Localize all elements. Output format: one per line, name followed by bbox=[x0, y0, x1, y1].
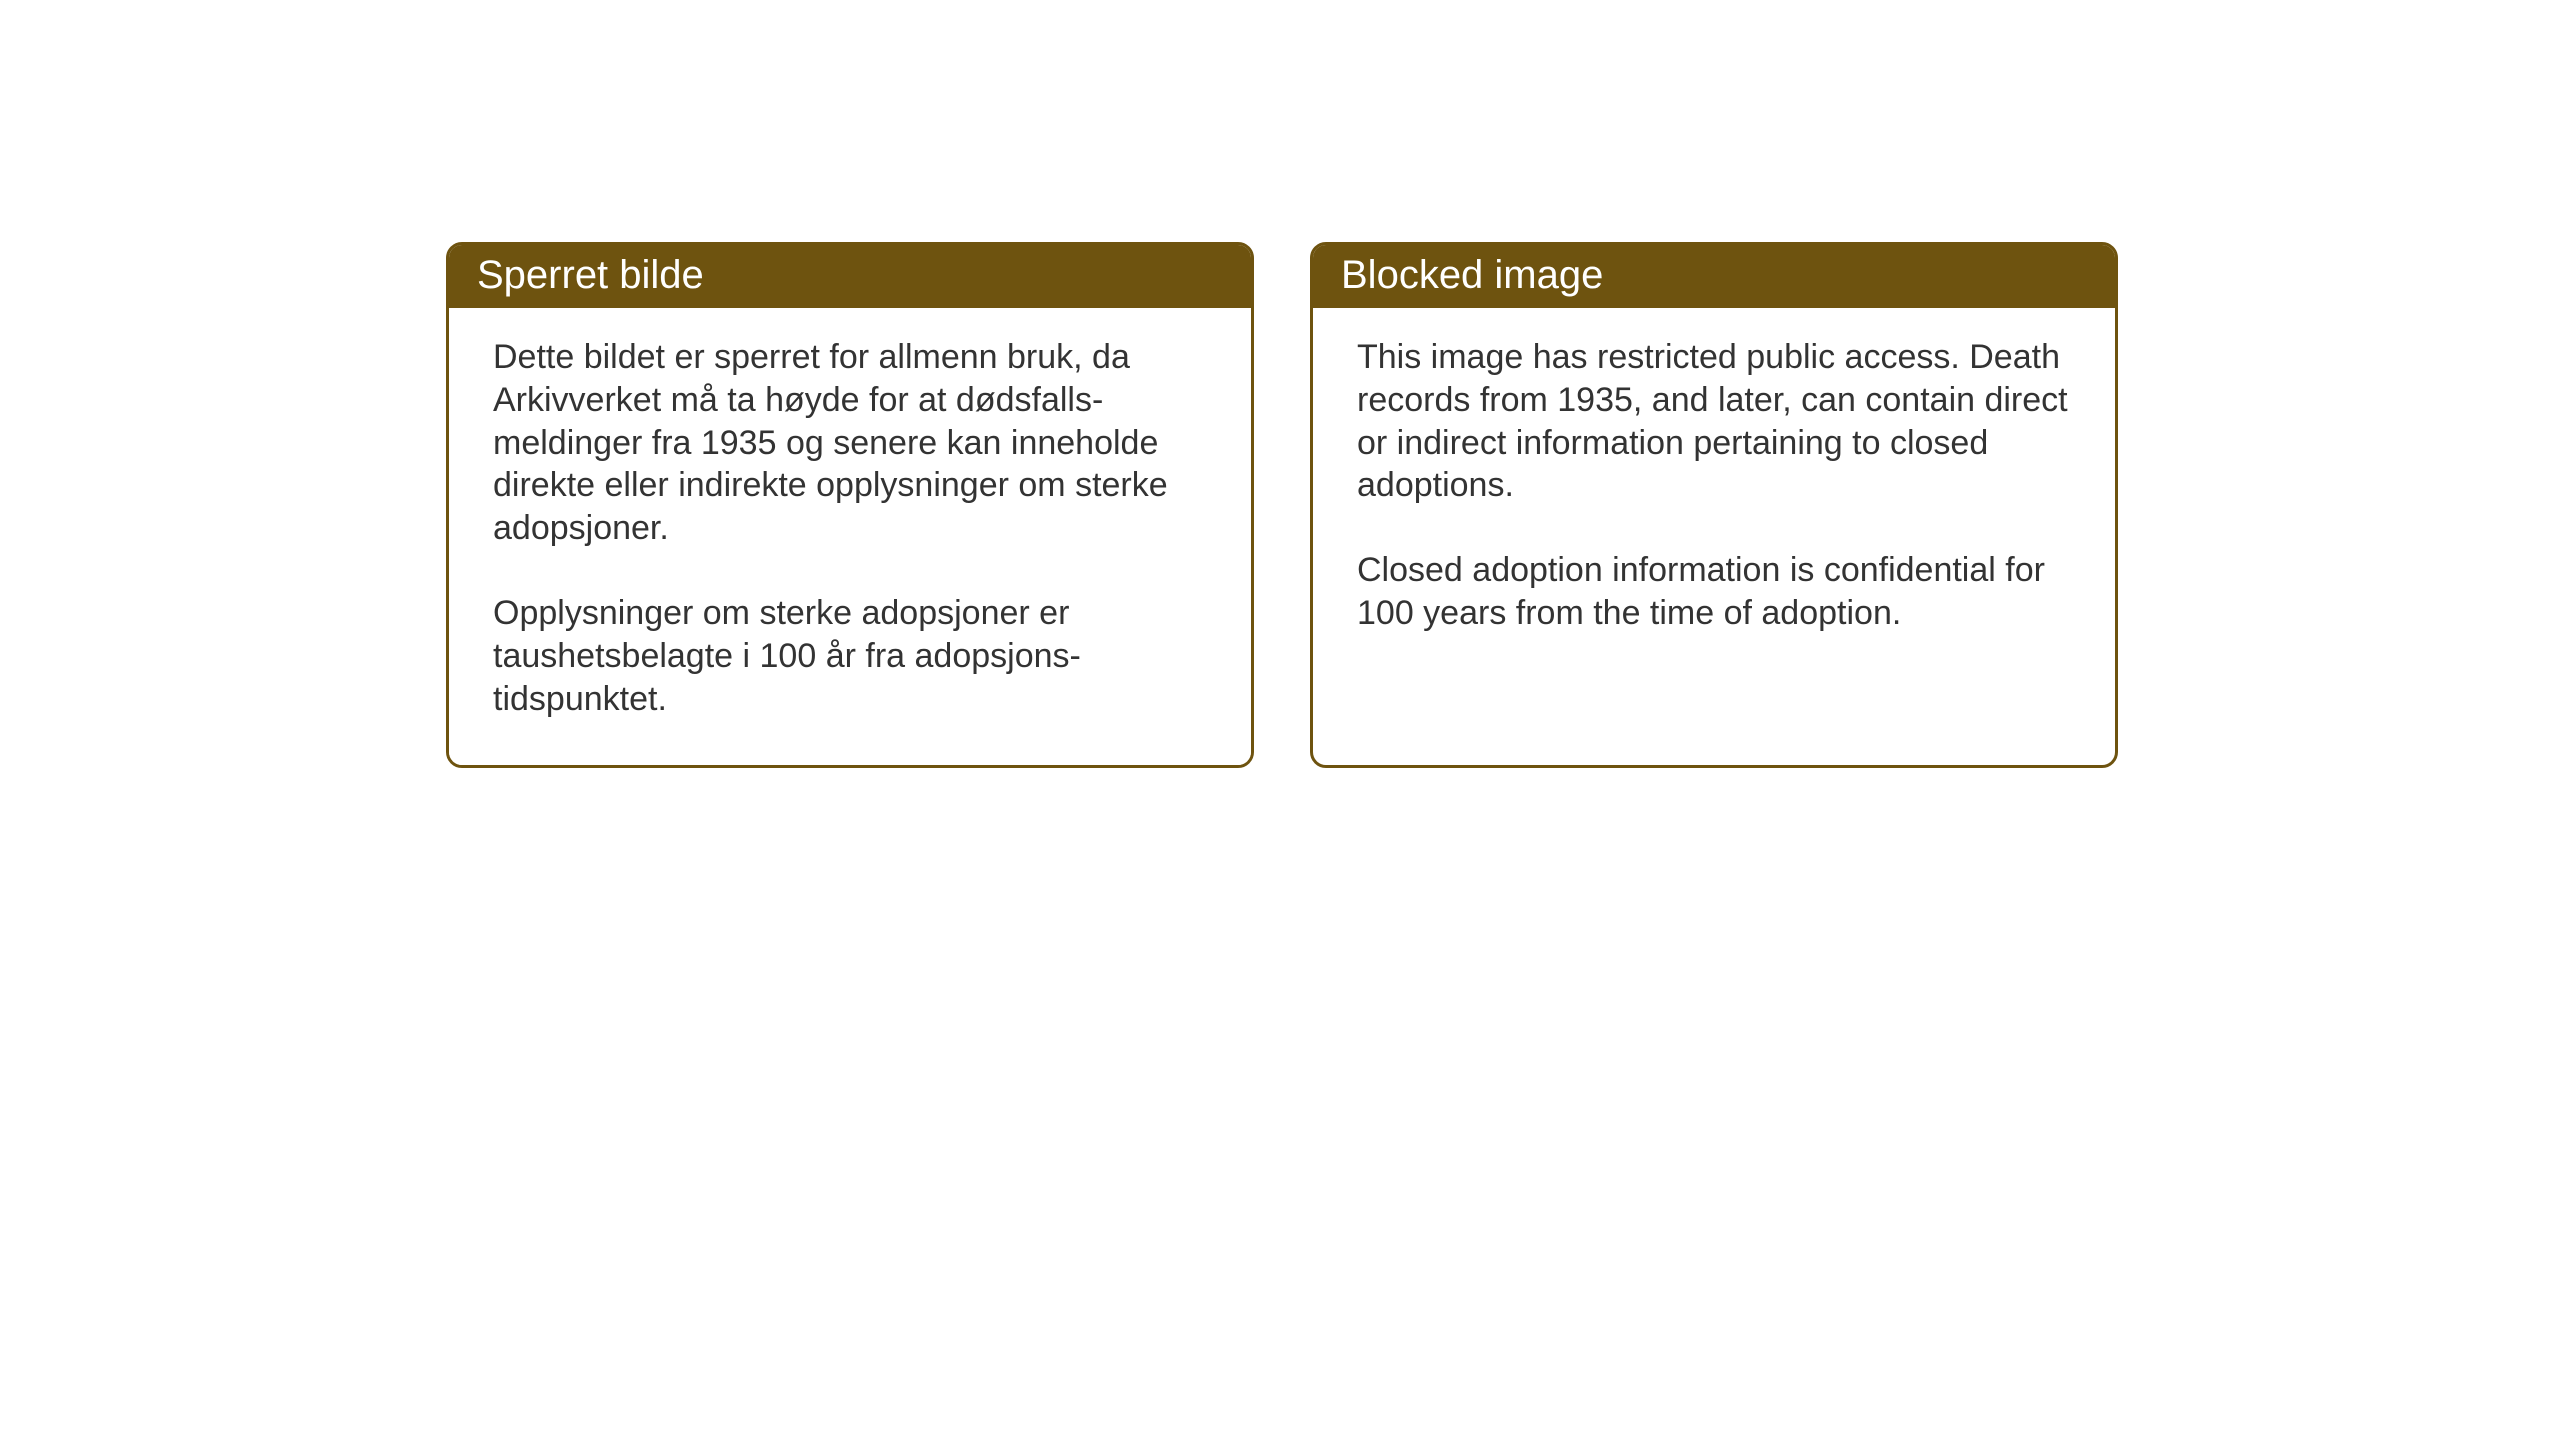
notice-card-english: Blocked image This image has restricted … bbox=[1310, 242, 2118, 768]
card-paragraph-2-english: Closed adoption information is confident… bbox=[1357, 549, 2071, 635]
notice-cards-container: Sperret bilde Dette bildet er sperret fo… bbox=[0, 0, 2560, 768]
card-body-english: This image has restricted public access.… bbox=[1313, 308, 2115, 750]
card-title-english: Blocked image bbox=[1341, 253, 1603, 297]
card-header-english: Blocked image bbox=[1313, 245, 2115, 308]
card-paragraph-1-english: This image has restricted public access.… bbox=[1357, 336, 2071, 507]
notice-card-norwegian: Sperret bilde Dette bildet er sperret fo… bbox=[446, 242, 1254, 768]
card-paragraph-2-norwegian: Opplysninger om sterke adopsjoner er tau… bbox=[493, 592, 1207, 720]
card-title-norwegian: Sperret bilde bbox=[477, 253, 704, 297]
card-body-norwegian: Dette bildet er sperret for allmenn bruk… bbox=[449, 308, 1251, 765]
card-paragraph-1-norwegian: Dette bildet er sperret for allmenn bruk… bbox=[493, 336, 1207, 550]
card-header-norwegian: Sperret bilde bbox=[449, 245, 1251, 308]
